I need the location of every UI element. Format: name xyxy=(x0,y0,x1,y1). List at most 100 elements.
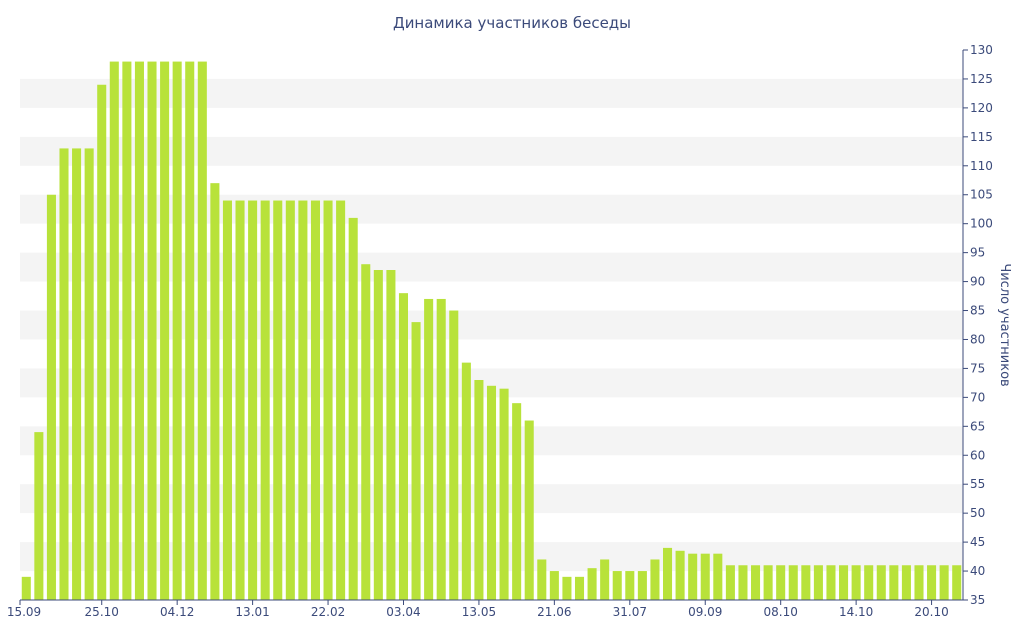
bar[interactable] xyxy=(72,148,82,601)
y-tick-label: 110 xyxy=(970,159,993,173)
bar[interactable] xyxy=(310,200,320,600)
bar[interactable] xyxy=(637,571,647,600)
y-tick-label: 65 xyxy=(970,419,985,433)
bar[interactable] xyxy=(738,565,748,600)
bar[interactable] xyxy=(562,576,572,600)
y-axis: 35 40 45 50 55 60 65 70 75 80 85 90 95 100 105 110 115 12… xyxy=(962,43,993,607)
bar[interactable] xyxy=(449,310,459,600)
bar[interactable] xyxy=(172,61,182,600)
x-tick-label: 25.10 xyxy=(85,605,119,619)
bar[interactable] xyxy=(625,571,635,600)
bar[interactable] xyxy=(675,550,685,600)
bar[interactable] xyxy=(826,565,836,600)
bar[interactable] xyxy=(952,565,962,600)
bar[interactable] xyxy=(436,298,446,600)
bar[interactable] xyxy=(512,403,522,600)
y-tick-label: 55 xyxy=(970,477,985,491)
bar[interactable] xyxy=(336,200,346,600)
bar[interactable] xyxy=(46,194,56,601)
bar[interactable] xyxy=(688,553,698,600)
y-tick-label: 95 xyxy=(970,246,985,260)
bar[interactable] xyxy=(587,568,597,600)
bar[interactable] xyxy=(776,565,786,600)
y-tick-label: 130 xyxy=(970,43,993,57)
y-tick-label: 70 xyxy=(970,390,985,404)
bar[interactable] xyxy=(273,200,283,600)
bar[interactable] xyxy=(864,565,874,600)
bars-group xyxy=(21,61,962,601)
bar[interactable] xyxy=(663,547,673,600)
y-tick-label: 105 xyxy=(970,188,993,202)
bar[interactable] xyxy=(927,565,937,600)
bar[interactable] xyxy=(235,200,245,600)
bar[interactable] xyxy=(21,576,31,600)
y-tick-label: 100 xyxy=(970,217,993,231)
bar[interactable] xyxy=(298,200,308,600)
bar[interactable] xyxy=(889,565,899,600)
bar[interactable] xyxy=(612,571,622,600)
bar[interactable] xyxy=(361,264,371,600)
bar[interactable] xyxy=(876,565,886,600)
bar[interactable] xyxy=(147,61,157,600)
bar[interactable] xyxy=(474,380,484,600)
bar[interactable] xyxy=(348,217,358,600)
bar[interactable] xyxy=(901,565,911,600)
bar[interactable] xyxy=(160,61,170,600)
bar[interactable] xyxy=(801,565,811,600)
bar[interactable] xyxy=(499,388,509,600)
bar[interactable] xyxy=(59,148,69,601)
bar[interactable] xyxy=(424,298,434,600)
y-tick-label: 35 xyxy=(970,593,985,607)
y-axis-label: Число участников xyxy=(997,263,1012,386)
bar[interactable] xyxy=(248,200,258,600)
bar[interactable] xyxy=(411,322,421,600)
x-tick-label: 04.12 xyxy=(160,605,194,619)
chart-title: Динамика участников беседы xyxy=(393,14,631,32)
y-tick-label: 90 xyxy=(970,275,985,289)
bar[interactable] xyxy=(763,565,773,600)
bar[interactable] xyxy=(914,565,924,600)
bar[interactable] xyxy=(84,148,94,601)
bar[interactable] xyxy=(813,565,823,600)
bar[interactable] xyxy=(524,420,534,600)
bar[interactable] xyxy=(386,270,396,600)
bar[interactable] xyxy=(713,553,723,600)
x-tick-label: 09.09 xyxy=(688,605,722,619)
bar[interactable] xyxy=(851,565,861,600)
bar[interactable] xyxy=(537,559,547,600)
bar[interactable] xyxy=(549,571,559,600)
bar[interactable] xyxy=(788,565,798,600)
y-tick-label: 60 xyxy=(970,448,985,462)
y-tick-label: 80 xyxy=(970,332,985,346)
bar[interactable] xyxy=(398,293,409,600)
bar[interactable] xyxy=(210,183,220,600)
bar[interactable] xyxy=(197,61,207,600)
bar[interactable] xyxy=(461,362,471,600)
bar[interactable] xyxy=(122,61,132,600)
y-tick-label: 125 xyxy=(970,72,993,86)
bar[interactable] xyxy=(725,565,735,600)
bar[interactable] xyxy=(260,200,270,600)
bar[interactable] xyxy=(323,200,333,600)
bar[interactable] xyxy=(486,385,497,600)
bar[interactable] xyxy=(839,565,849,600)
bar[interactable] xyxy=(34,432,44,600)
bar[interactable] xyxy=(939,565,949,600)
bar[interactable] xyxy=(109,61,119,600)
x-tick-label: 31.07 xyxy=(613,605,647,619)
y-tick-label: 50 xyxy=(970,506,985,520)
bar[interactable] xyxy=(185,61,195,600)
bar[interactable] xyxy=(373,270,383,600)
bar[interactable] xyxy=(751,565,761,600)
bar[interactable] xyxy=(600,559,610,600)
bar[interactable] xyxy=(97,84,107,601)
bar[interactable] xyxy=(222,200,232,600)
bar[interactable] xyxy=(285,200,295,600)
bar[interactable] xyxy=(134,61,144,600)
x-tick-label: 14.10 xyxy=(839,605,873,619)
y-tick-label: 45 xyxy=(970,535,985,549)
bar[interactable] xyxy=(700,553,710,600)
bar[interactable] xyxy=(574,576,585,600)
bar[interactable] xyxy=(650,559,660,600)
